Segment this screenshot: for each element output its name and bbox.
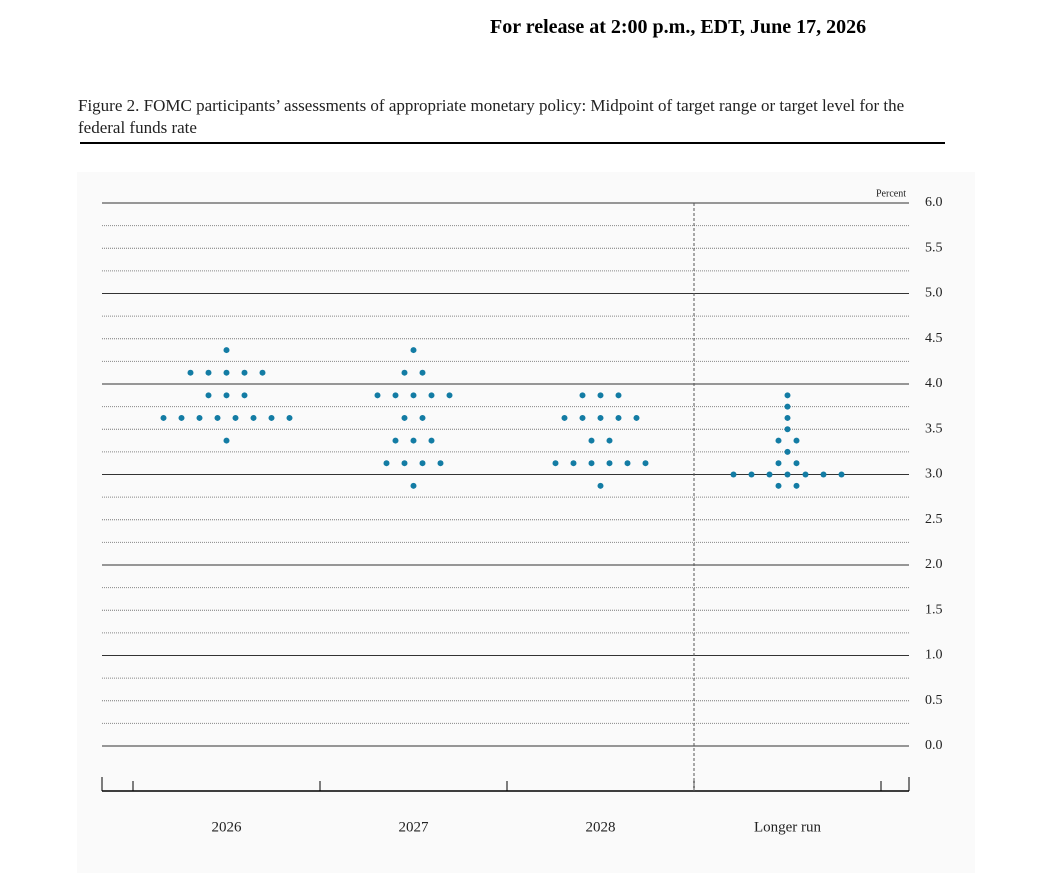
dot bbox=[730, 471, 737, 478]
dot bbox=[624, 460, 631, 467]
dot bbox=[250, 414, 257, 421]
dot bbox=[552, 460, 559, 467]
y-tick-label: 4.0 bbox=[925, 376, 943, 391]
dot bbox=[428, 437, 435, 444]
dot bbox=[784, 426, 791, 433]
x-tick-label: 2026 bbox=[212, 819, 243, 835]
dot bbox=[642, 460, 649, 467]
dot bbox=[793, 482, 800, 489]
dot bbox=[775, 437, 782, 444]
dot bbox=[606, 437, 613, 444]
dot bbox=[383, 460, 390, 467]
dot bbox=[419, 414, 426, 421]
dot bbox=[196, 414, 203, 421]
dot bbox=[766, 471, 773, 478]
plot-panel bbox=[77, 172, 975, 873]
x-tick-label: 2027 bbox=[399, 819, 430, 835]
dot bbox=[570, 460, 577, 467]
dot bbox=[775, 460, 782, 467]
dot bbox=[597, 482, 604, 489]
dot bbox=[588, 437, 595, 444]
dot bbox=[392, 437, 399, 444]
dot bbox=[410, 482, 417, 489]
dot bbox=[205, 369, 212, 376]
dot bbox=[579, 414, 586, 421]
dot bbox=[838, 471, 845, 478]
y-tick-label: 0.0 bbox=[925, 738, 943, 753]
dot bbox=[410, 437, 417, 444]
figure-title: Figure 2. FOMC participants’ assessments… bbox=[78, 96, 905, 137]
y-tick-label: 5.0 bbox=[925, 286, 943, 301]
dot bbox=[446, 392, 453, 399]
dot bbox=[392, 392, 399, 399]
dot bbox=[419, 460, 426, 467]
dot bbox=[286, 414, 293, 421]
dot bbox=[588, 460, 595, 467]
dot bbox=[793, 460, 800, 467]
y-tick-label: 4.5 bbox=[925, 331, 943, 346]
dot bbox=[775, 482, 782, 489]
y-tick-label: 6.0 bbox=[925, 195, 943, 210]
dot bbox=[223, 392, 230, 399]
dot bbox=[802, 471, 809, 478]
dot bbox=[784, 392, 791, 399]
dot bbox=[615, 392, 622, 399]
y-tick-label: 5.5 bbox=[925, 240, 943, 255]
dot bbox=[401, 460, 408, 467]
dot bbox=[784, 471, 791, 478]
x-tick-label: 2028 bbox=[586, 819, 616, 835]
dot bbox=[374, 392, 381, 399]
y-tick-label: 1.5 bbox=[925, 602, 943, 617]
dot bbox=[410, 392, 417, 399]
dot bbox=[561, 414, 568, 421]
dot bbox=[633, 414, 640, 421]
dot bbox=[748, 471, 755, 478]
dot bbox=[419, 369, 426, 376]
dot bbox=[793, 437, 800, 444]
dot bbox=[187, 369, 194, 376]
dot bbox=[597, 414, 604, 421]
dot bbox=[597, 392, 604, 399]
release-line: For release at 2:00 p.m., EDT, June 17, … bbox=[490, 16, 867, 38]
dot bbox=[579, 392, 586, 399]
dot bbox=[259, 369, 266, 376]
dot bbox=[401, 414, 408, 421]
y-tick-label: 3.5 bbox=[925, 421, 943, 436]
dot bbox=[205, 392, 212, 399]
dot bbox=[268, 414, 275, 421]
dot bbox=[223, 437, 230, 444]
dot bbox=[410, 347, 417, 354]
x-tick-label: Longer run bbox=[754, 819, 822, 835]
dot bbox=[241, 392, 248, 399]
dot bbox=[178, 414, 185, 421]
dot bbox=[428, 392, 435, 399]
y-tick-label: 2.5 bbox=[925, 512, 943, 527]
dot bbox=[784, 448, 791, 455]
dot bbox=[606, 460, 613, 467]
dot bbox=[223, 347, 230, 354]
y-axis-label: Percent bbox=[876, 188, 906, 199]
dot bbox=[401, 369, 408, 376]
dot bbox=[615, 414, 622, 421]
y-tick-label: 1.0 bbox=[925, 648, 943, 663]
dot bbox=[784, 403, 791, 410]
dot bbox=[232, 414, 239, 421]
dot bbox=[437, 460, 444, 467]
dot bbox=[160, 414, 167, 421]
dot bbox=[223, 369, 230, 376]
dot bbox=[214, 414, 221, 421]
y-tick-label: 2.0 bbox=[925, 557, 943, 572]
dot bbox=[820, 471, 827, 478]
dot bbox=[241, 369, 248, 376]
dot bbox=[784, 414, 791, 421]
y-tick-label: 3.0 bbox=[925, 467, 943, 482]
y-tick-label: 0.5 bbox=[925, 693, 943, 708]
